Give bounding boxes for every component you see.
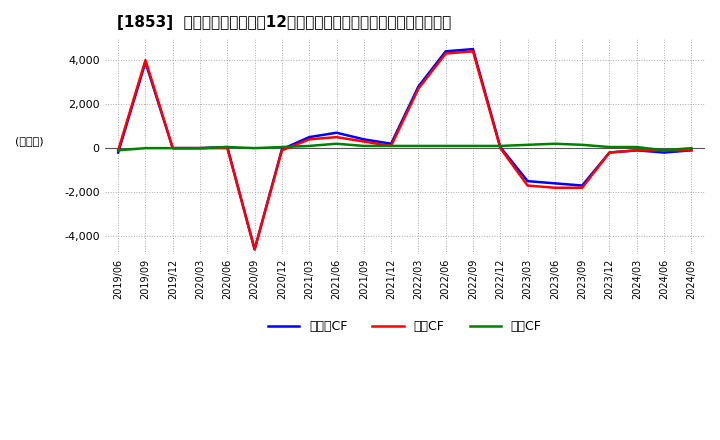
投資CF [632,144,641,150]
フリーCF [605,150,613,155]
営業CF [278,148,287,153]
フリーCF [469,47,477,52]
投資CF [251,146,259,151]
投資CF [141,146,150,151]
フリーCF [387,141,395,147]
投資CF [469,143,477,149]
投資CF [223,144,232,150]
フリーCF [578,183,587,188]
営業CF [141,58,150,63]
営業CF [387,143,395,149]
フリーCF [551,181,559,186]
営業CF [441,51,450,56]
投資CF [578,142,587,147]
営業CF [578,185,587,191]
フリーCF [278,147,287,152]
フリーCF [251,247,259,252]
営業CF [168,146,177,151]
営業CF [359,139,368,144]
投資CF [687,146,696,151]
フリーCF [496,144,505,150]
投資CF [496,143,505,149]
Line: 投資CF: 投資CF [118,144,691,150]
営業CF [551,185,559,191]
フリーCF [141,60,150,65]
営業CF [632,148,641,153]
フリーCF [332,130,341,136]
投資CF [605,144,613,150]
営業CF [414,86,423,92]
Line: フリーCF: フリーCF [118,49,691,249]
フリーCF [114,150,122,155]
投資CF [359,143,368,149]
投資CF [168,146,177,151]
フリーCF [223,144,232,150]
営業CF [114,148,122,153]
営業CF [687,148,696,153]
フリーCF [687,148,696,153]
フリーCF [441,49,450,54]
Line: 営業CF: 営業CF [118,51,691,249]
Y-axis label: (百万円): (百万円) [15,136,44,146]
投資CF [660,148,668,153]
Text: [1853]  キャッシュフローの12か月移動合計の対前年同期増減額の推移: [1853] キャッシュフローの12か月移動合計の対前年同期増減額の推移 [117,15,451,30]
フリーCF [632,148,641,153]
投資CF [196,146,204,151]
フリーCF [523,179,532,184]
投資CF [114,148,122,153]
営業CF [523,183,532,188]
営業CF [196,146,204,151]
投資CF [523,142,532,147]
投資CF [332,141,341,147]
Legend: フリーCF, 営業CF, 投資CF: フリーCF, 営業CF, 投資CF [263,315,546,338]
フリーCF [168,146,177,151]
フリーCF [305,135,313,140]
営業CF [223,146,232,151]
投資CF [551,141,559,147]
営業CF [251,247,259,252]
営業CF [305,137,313,142]
営業CF [469,49,477,54]
営業CF [496,146,505,151]
営業CF [605,150,613,155]
フリーCF [359,137,368,142]
営業CF [660,148,668,153]
投資CF [387,143,395,149]
投資CF [278,144,287,150]
フリーCF [414,84,423,89]
営業CF [332,135,341,140]
フリーCF [660,150,668,155]
投資CF [441,143,450,149]
投資CF [414,143,423,149]
フリーCF [196,146,204,151]
投資CF [305,143,313,149]
